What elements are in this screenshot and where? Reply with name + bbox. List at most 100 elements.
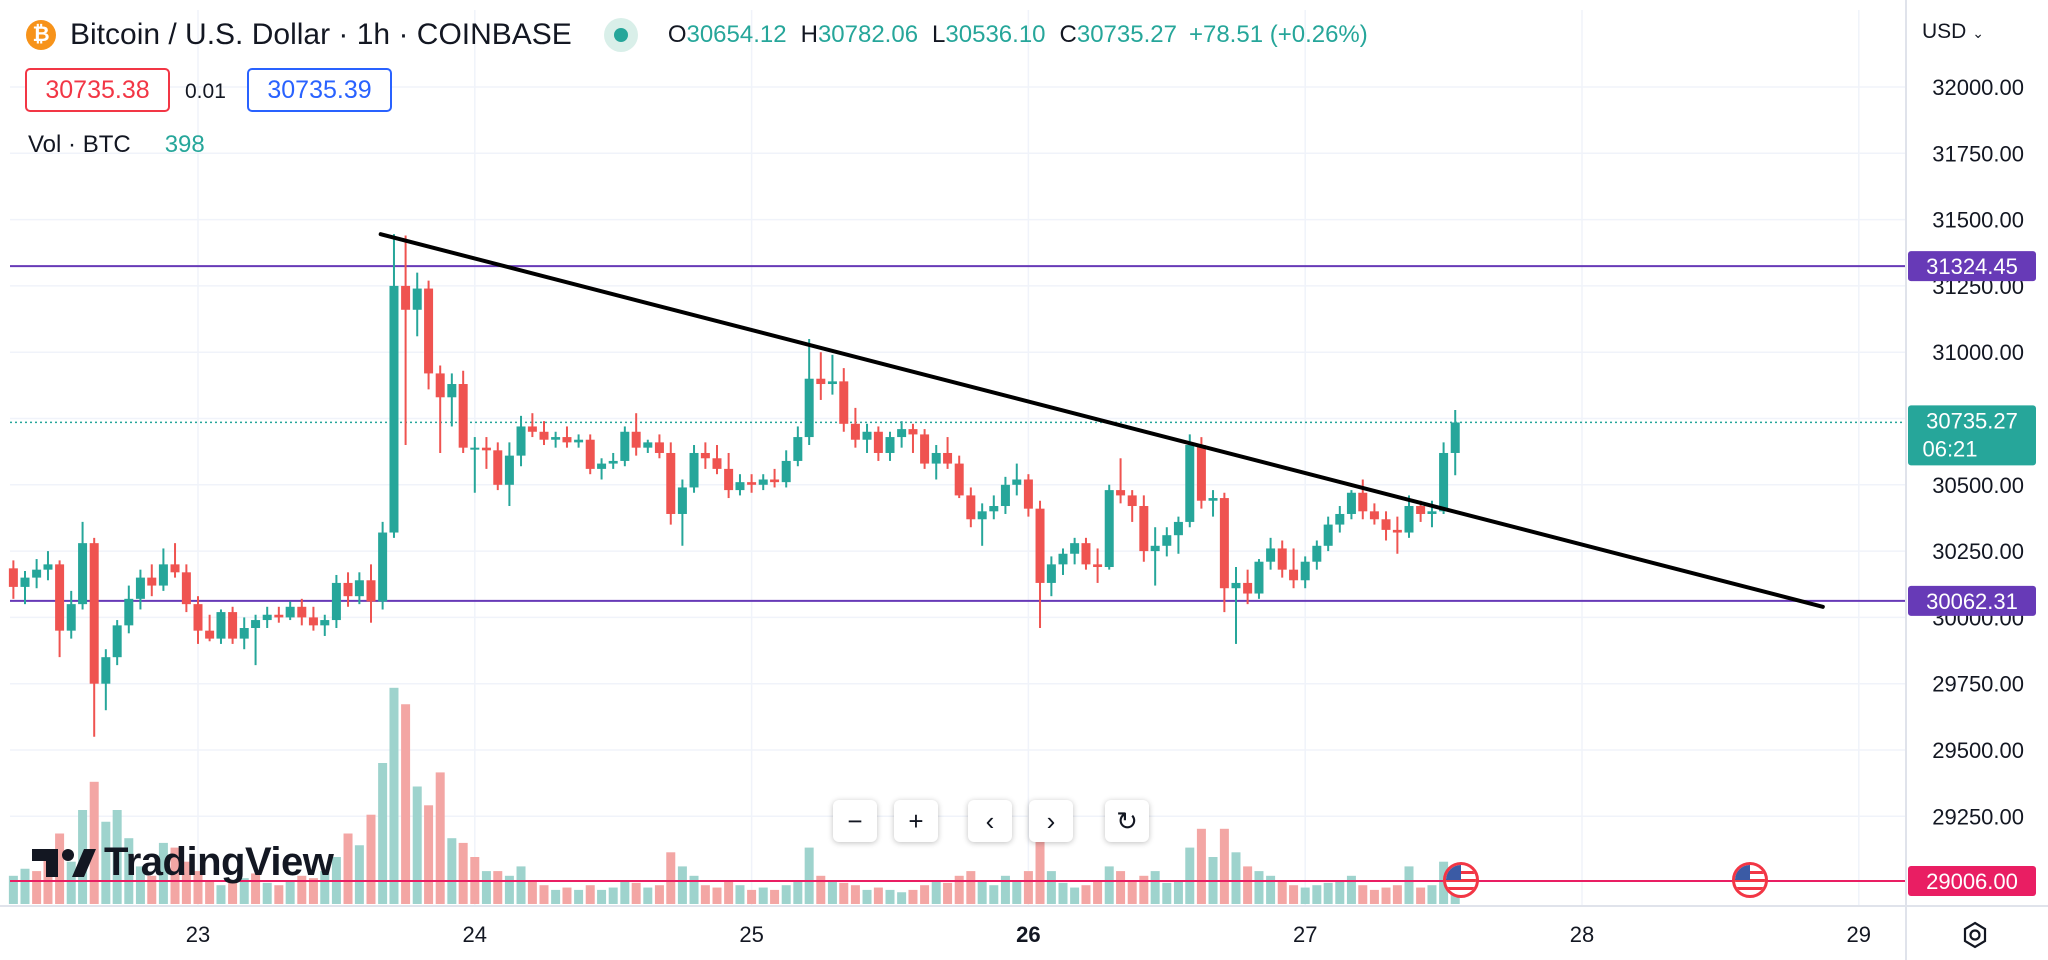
volume-bar (135, 866, 145, 904)
volume-bar (966, 871, 976, 904)
candle-body (251, 620, 261, 629)
volume-bar (401, 704, 411, 904)
volume-bar (724, 880, 734, 904)
us-flag-icon[interactable] (1443, 862, 1479, 898)
volume-bar (251, 873, 261, 904)
volume-bar (954, 875, 964, 904)
candle-body (804, 378, 814, 438)
candle-body (481, 447, 491, 451)
candle-body (1070, 543, 1080, 554)
volume-bar (8, 875, 18, 904)
volume-bar (620, 880, 630, 904)
volume-bar (1070, 887, 1080, 904)
price-tick-label: 31000.00 (1932, 340, 2024, 365)
candle-body (724, 468, 734, 491)
zoom-out-button[interactable]: − (833, 800, 877, 842)
candle-body (1023, 479, 1033, 509)
market-status-icon[interactable] (603, 18, 638, 52)
currency-label: USD (1922, 20, 1967, 43)
volume-bar (378, 763, 388, 904)
candle-body (343, 582, 353, 597)
scroll-right-button[interactable]: › (1029, 800, 1073, 842)
gear-icon[interactable] (1960, 920, 1990, 950)
candle-body (458, 384, 468, 448)
candle-body (1127, 495, 1137, 507)
volume-bar (55, 833, 65, 904)
candle-body (354, 580, 364, 597)
us-flag-icon[interactable] (1732, 862, 1768, 898)
volume-bar (147, 875, 157, 904)
candle-body (43, 564, 53, 570)
reset-chart-button[interactable]: ↻ (1105, 800, 1149, 842)
volume-bar (89, 781, 99, 904)
time-tick-label: 26 (1016, 922, 1040, 947)
volume-bar (389, 687, 399, 904)
volume-bar (712, 887, 722, 904)
candle-body (297, 606, 307, 618)
candle-body (78, 543, 88, 605)
candle-body (1358, 492, 1368, 512)
scroll-left-button[interactable]: ‹ (968, 800, 1012, 842)
candle-body (562, 437, 572, 443)
candle-body (1058, 553, 1068, 565)
time-tick-label: 24 (463, 922, 487, 947)
volume-value: 398 (164, 131, 205, 158)
candle-body (735, 482, 745, 491)
volume-bar (1116, 871, 1126, 904)
candle-body (620, 431, 630, 461)
time-tick-label: 29 (1847, 922, 1871, 947)
currency-selector[interactable]: USD ⌄ (1922, 20, 1984, 44)
candle-body (1219, 498, 1229, 589)
buy-price-button[interactable]: 30735.39 (247, 68, 392, 112)
horizontal-lines (10, 265, 1906, 883)
time-tick-label: 25 (739, 922, 763, 947)
candle-body (666, 452, 676, 514)
candle-body (1196, 445, 1206, 501)
volume-bar (297, 875, 307, 904)
volume-bar (481, 871, 491, 904)
volume-bar (170, 847, 180, 904)
time-tick-label: 27 (1293, 922, 1317, 947)
symbol-title[interactable]: Bitcoin / U.S. Dollar · 1h · COINBASE (70, 18, 572, 51)
candle-body (447, 384, 457, 398)
volume-bar (816, 875, 826, 904)
candle-body (931, 452, 941, 464)
candle-body (147, 577, 157, 586)
volume-bar (205, 880, 215, 904)
close-label: C (1059, 21, 1077, 48)
candle-body (1427, 511, 1437, 514)
volume-bar (216, 885, 226, 904)
volume-bar (320, 871, 330, 904)
candle-body (1150, 545, 1160, 552)
candle-body (1243, 582, 1253, 594)
zoom-in-button[interactable]: + (894, 800, 938, 842)
bitcoin-logo-icon: ₿ (26, 20, 56, 50)
candle-body (401, 285, 411, 310)
candle-body (1392, 529, 1402, 533)
volume-bar (239, 878, 249, 904)
candle-body (112, 625, 122, 658)
candle-body (1381, 519, 1391, 530)
volume-bar (1219, 828, 1229, 904)
volume-bar (920, 885, 930, 904)
volume-bar (758, 887, 768, 904)
candle-body (1369, 511, 1379, 520)
sell-price-button[interactable]: 30735.38 (25, 68, 170, 112)
candle-body (1116, 490, 1126, 496)
symbol-legend[interactable]: ₿ Bitcoin / U.S. Dollar · 1h · COINBASE … (26, 18, 1368, 52)
candle-body (631, 431, 641, 448)
volume-bar (897, 892, 907, 904)
volume-bar (43, 852, 53, 904)
volume-legend[interactable]: Vol · BTC 398 (28, 131, 205, 159)
price-tick-label: 29500.00 (1932, 738, 2024, 763)
volume-bar (793, 880, 803, 904)
volume-bar (1127, 880, 1137, 904)
volume-bar (862, 889, 872, 904)
high-label: H (800, 21, 818, 48)
candle-body (216, 612, 226, 639)
volume-bar (262, 882, 272, 904)
volume-bar (20, 868, 30, 904)
volume-bar (977, 880, 987, 904)
volume-bars (8, 687, 1460, 904)
